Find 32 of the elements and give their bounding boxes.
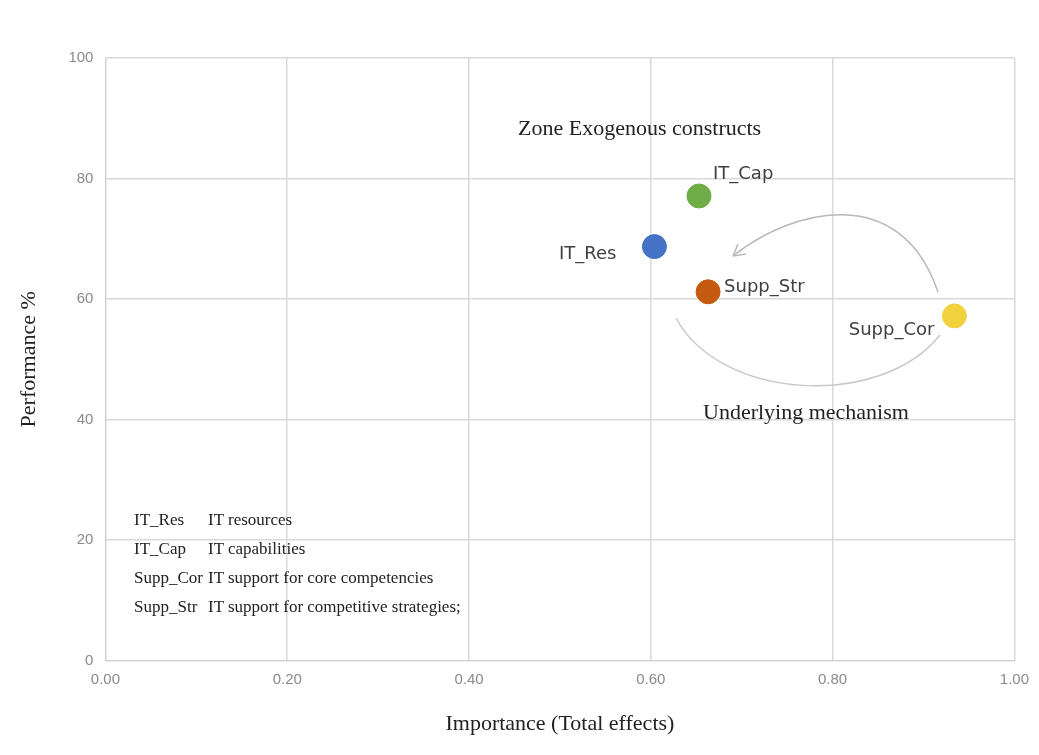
y-tick-label: 0 <box>85 650 94 668</box>
y-tick-label: 80 <box>76 168 94 186</box>
x-tick-label: 0.00 <box>90 669 121 687</box>
annotation: IT_Res <box>134 510 185 530</box>
point <box>686 183 712 209</box>
annotation: IT support for core competencies <box>208 568 434 588</box>
series-label: Supp_Cor <box>848 317 936 340</box>
annotation: Zone Exogenous constructs <box>518 114 762 140</box>
annotation: IT_Cap <box>134 539 186 559</box>
y-tick-label: 40 <box>76 409 94 427</box>
annotation: Supp_Cor <box>134 568 204 588</box>
point <box>695 279 721 305</box>
y-axis-title: Performance % <box>14 291 40 428</box>
series-label: IT_Cap <box>712 161 774 184</box>
series-label: IT_Res <box>558 242 617 265</box>
series-label: Supp_Str <box>724 275 806 298</box>
point <box>641 234 667 260</box>
x-tick-label: 0.60 <box>636 669 666 687</box>
annotation: IT support for competitive strategies; <box>208 597 461 617</box>
x-tick-label: 1.00 <box>999 669 1029 687</box>
x-tick-label: 0.40 <box>454 669 484 687</box>
annotation: IT capabilities <box>208 539 306 559</box>
point <box>941 303 967 329</box>
y-tick-label: 100 <box>68 48 94 66</box>
x-tick-label: 0.20 <box>272 669 302 687</box>
y-tick-label: 20 <box>76 530 94 548</box>
x-tick-label: 0.80 <box>818 669 848 687</box>
annotation: Supp_Str <box>134 597 198 617</box>
y-tick-label: 60 <box>76 289 94 307</box>
x-axis-title: Importance (Total effects) <box>445 709 675 735</box>
annotation: IT resources <box>208 510 293 530</box>
annotation: Underlying mechanism <box>703 398 909 424</box>
